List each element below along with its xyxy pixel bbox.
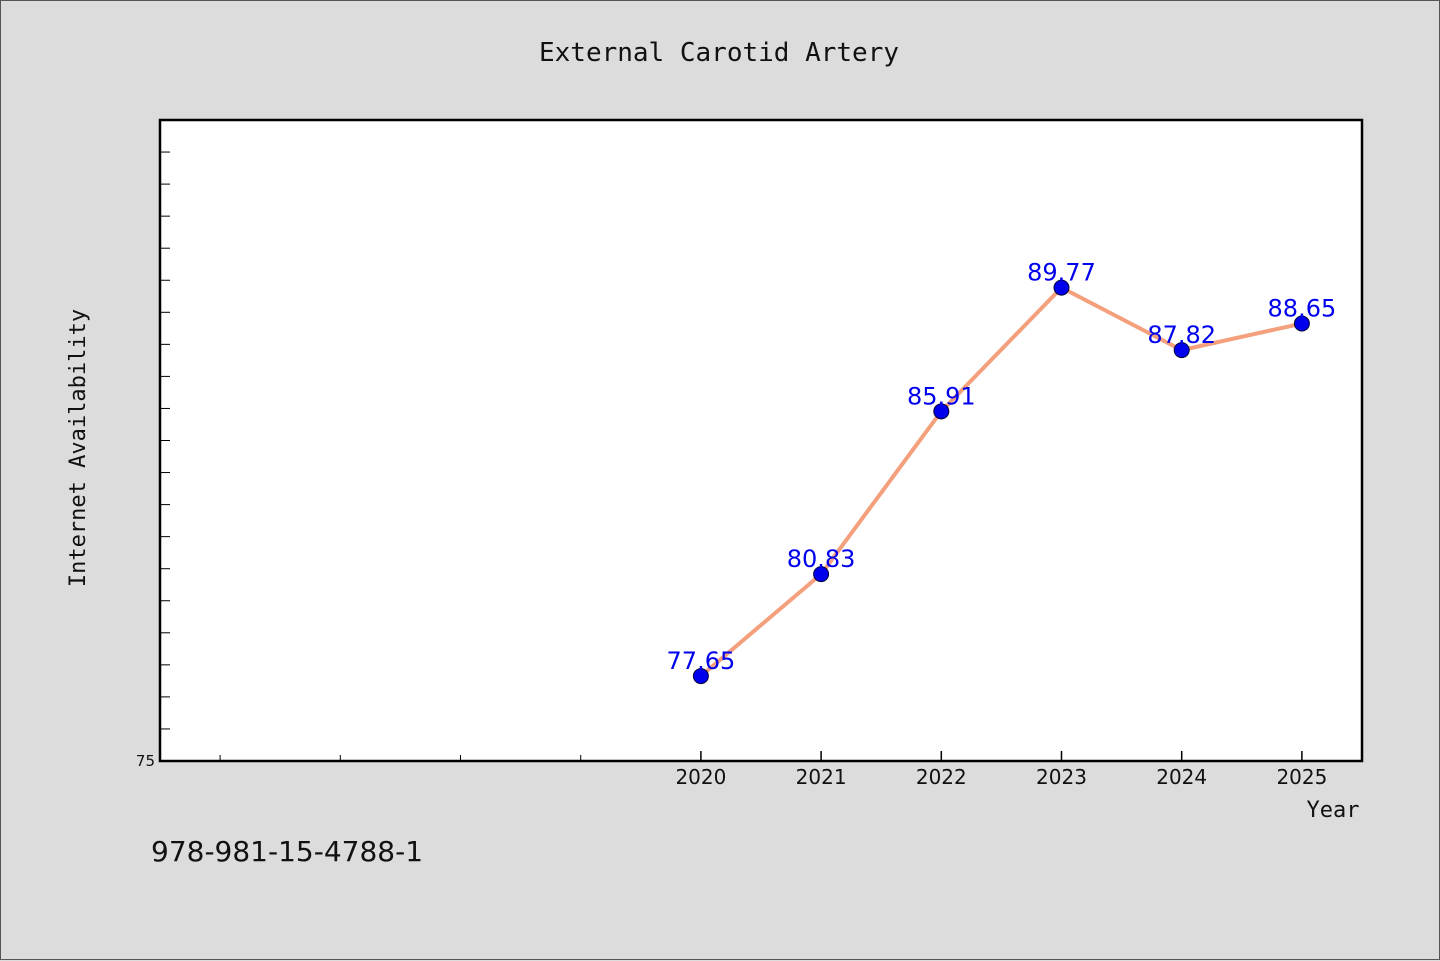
x-tick-label: 2021 [796,765,847,789]
data-label: 80.83 [787,545,856,573]
data-label: 87.82 [1147,321,1216,349]
x-tick-label: 2022 [916,765,967,789]
series-line [699,285,1303,678]
isbn-footer-text: 978-981-15-4788-1 [151,835,424,868]
data-label: 89.77 [1027,259,1096,287]
x-tick-label: 2020 [675,765,726,789]
data-point [1173,342,1190,359]
data-point [813,566,830,583]
chart-title: External Carotid Artery [539,38,899,68]
series-group: 77.65 80.83 85.91 89.77 87.82 88.65 [667,259,1337,685]
x-tick-label: 2023 [1036,765,1087,789]
y-axis-ticks: 75 [136,151,170,770]
data-label: 85.91 [907,382,976,410]
y-axis-label: Internet Availability [66,309,91,587]
x-tick-label: 2025 [1276,765,1327,789]
x-axis-label: Year [1307,798,1360,823]
data-point [1293,315,1310,332]
data-point [692,668,709,685]
plot-area [158,118,1364,763]
y-tick-label: 75 [136,752,155,770]
data-point [933,403,950,420]
x-tick-label: 2024 [1156,765,1207,789]
data-point [1053,279,1070,296]
data-label: 77.65 [667,647,736,675]
data-label: 88.65 [1268,295,1337,323]
x-axis-ticks: 2020 2021 2022 2023 2024 2025 [219,751,1327,789]
